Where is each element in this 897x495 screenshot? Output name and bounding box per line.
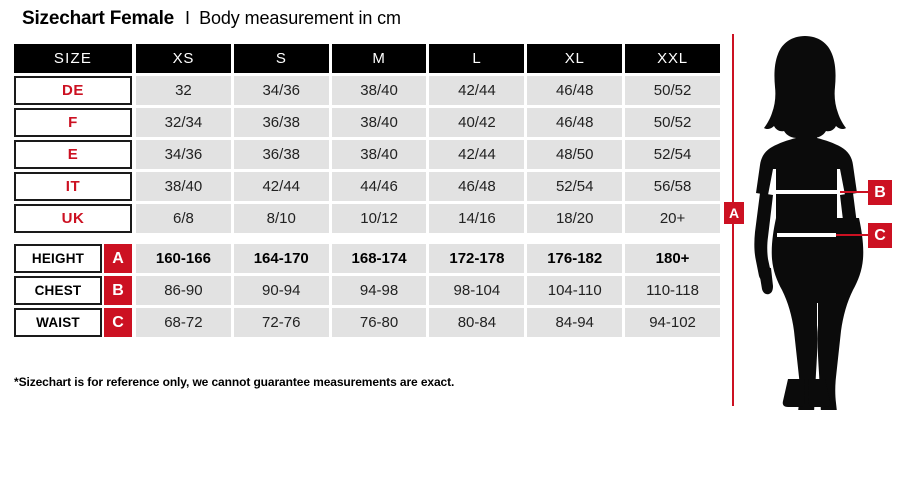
cell-waist-xs: 68-72 [136,308,231,337]
row-label-de: DE [14,76,132,105]
row-values-uk: 6/8 8/10 10/12 14/16 18/20 20+ [136,204,720,233]
title-separator: I [185,8,191,28]
cell-waist-m: 76-80 [331,308,427,337]
cell-it-xl: 52/54 [527,172,623,201]
row-label-chest: CHEST [14,276,102,305]
cell-f-m: 38/40 [331,108,427,137]
cell-de-xxl: 50/52 [625,76,720,105]
title-subtitle-text: Body measurement in cm [199,8,401,28]
page-title: Sizechart Female I Body measurement in c… [22,8,401,30]
cell-uk-m: 10/12 [331,204,427,233]
cell-chest-l: 98-104 [429,276,525,305]
table-row: HEIGHT A 160-166 164-170 168-174 172-178… [14,244,720,273]
row-values-waist: 68-72 72-76 76-80 80-84 84-94 94-102 [136,308,720,337]
cell-chest-s: 90-94 [233,276,329,305]
waist-measure-band [777,233,836,237]
cell-height-s: 164-170 [233,244,329,273]
cell-f-l: 40/42 [429,108,525,137]
cell-e-xl: 48/50 [527,140,623,169]
marker-badge-c: C [104,308,132,337]
cell-f-xxl: 50/52 [625,108,720,137]
column-header-xl: XL [527,44,623,73]
column-header-xs: XS [136,44,231,73]
row-label-f: F [14,108,132,137]
row-values-f: 32/34 36/38 38/40 40/42 46/48 50/52 [136,108,720,137]
table-row: IT 38/40 42/44 44/46 46/48 52/54 56/58 [14,172,720,201]
cell-uk-xl: 18/20 [527,204,623,233]
row-values-chest: 86-90 90-94 94-98 98-104 104-110 110-118 [136,276,720,305]
marker-badge-a: A [104,244,132,273]
column-header-l: L [429,44,525,73]
female-silhouette-diagram [732,34,868,410]
table-row: UK 6/8 8/10 10/12 14/16 18/20 20+ [14,204,720,233]
figure-marker-b: B [868,180,892,205]
cell-chest-m: 94-98 [331,276,427,305]
cell-f-xl: 46/48 [527,108,623,137]
female-body-silhouette [754,36,864,410]
header-columns: XS S M L XL XXL [136,44,720,73]
cell-e-s: 36/38 [233,140,329,169]
table-row: E 34/36 36/38 38/40 42/44 48/50 52/54 [14,140,720,169]
cell-e-xxl: 52/54 [625,140,720,169]
cell-uk-l: 14/16 [429,204,525,233]
cell-it-s: 42/44 [233,172,329,201]
row-values-height: 160-166 164-170 168-174 172-178 176-182 … [136,244,720,273]
cell-f-xs: 32/34 [136,108,231,137]
cell-chest-xl: 104-110 [527,276,623,305]
cell-waist-s: 72-76 [233,308,329,337]
cell-it-l: 46/48 [429,172,525,201]
row-label-e: E [14,140,132,169]
cell-uk-xxl: 20+ [625,204,720,233]
cell-height-l: 172-178 [429,244,525,273]
figure-marker-c: C [868,223,892,248]
table-row: DE 32 34/36 38/40 42/44 46/48 50/52 [14,76,720,105]
table-row: CHEST B 86-90 90-94 94-98 98-104 104-110… [14,276,720,305]
table-header-row: SIZE XS S M L XL XXL [14,44,720,73]
row-label-height: HEIGHT [14,244,102,273]
cell-e-xs: 34/36 [136,140,231,169]
chest-measure-band [773,190,840,194]
cell-it-xxl: 56/58 [625,172,720,201]
cell-chest-xs: 86-90 [136,276,231,305]
footnote-disclaimer: *Sizechart is for reference only, we can… [14,375,455,389]
cell-de-xl: 46/48 [527,76,623,105]
cell-e-l: 42/44 [429,140,525,169]
marker-badge-b: B [104,276,132,305]
cell-uk-xs: 6/8 [136,204,231,233]
table-row: WAIST C 68-72 72-76 76-80 80-84 84-94 94… [14,308,720,337]
cell-de-s: 34/36 [233,76,329,105]
cell-e-m: 38/40 [331,140,427,169]
column-header-s: S [233,44,329,73]
figure-marker-a: A [724,202,744,224]
row-values-e: 34/36 36/38 38/40 42/44 48/50 52/54 [136,140,720,169]
cell-f-s: 36/38 [233,108,329,137]
title-main-text: Sizechart Female [22,8,175,29]
row-label-uk: UK [14,204,132,233]
cell-de-m: 38/40 [331,76,427,105]
sizechart-table: SIZE XS S M L XL XXL DE 32 34/36 38/40 4… [14,44,720,340]
row-values-it: 38/40 42/44 44/46 46/48 52/54 56/58 [136,172,720,201]
cell-height-xxl: 180+ [625,244,720,273]
cell-waist-xxl: 94-102 [625,308,720,337]
row-label-waist: WAIST [14,308,102,337]
cell-height-xs: 160-166 [136,244,231,273]
cell-height-m: 168-174 [331,244,427,273]
table-row: F 32/34 36/38 38/40 40/42 46/48 50/52 [14,108,720,137]
header-label-size: SIZE [14,44,132,73]
cell-height-xl: 176-182 [527,244,623,273]
column-header-xxl: XXL [625,44,720,73]
cell-it-m: 44/46 [331,172,427,201]
row-label-it: IT [14,172,132,201]
cell-it-xs: 38/40 [136,172,231,201]
column-header-m: M [331,44,427,73]
cell-de-xs: 32 [136,76,231,105]
body-measurement-figure: A B C [716,30,897,410]
cell-chest-xxl: 110-118 [625,276,720,305]
cell-waist-l: 80-84 [429,308,525,337]
cell-waist-xl: 84-94 [527,308,623,337]
row-values-de: 32 34/36 38/40 42/44 46/48 50/52 [136,76,720,105]
cell-de-l: 42/44 [429,76,525,105]
cell-uk-s: 8/10 [233,204,329,233]
